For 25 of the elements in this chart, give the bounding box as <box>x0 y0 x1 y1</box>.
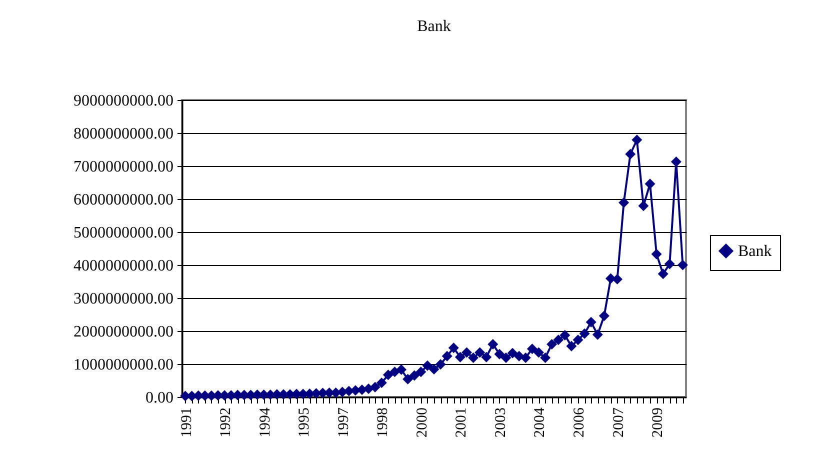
y-tick-label: 6000000000.00 <box>74 192 174 208</box>
legend-label: Bank <box>738 243 772 260</box>
y-tick-label: 0.00 <box>146 390 174 406</box>
x-tick-label: 1995 <box>296 408 313 438</box>
x-tick-label: 1997 <box>336 407 352 438</box>
x-tick-label: 2006 <box>572 407 588 438</box>
chart-title: Bank <box>417 18 451 35</box>
x-tick-label: 2003 <box>492 408 509 438</box>
x-tick-label: 2007 <box>610 407 627 438</box>
x-tick-label: 2009 <box>650 408 666 438</box>
x-tick-label: 2000 <box>414 408 430 438</box>
y-tick-label: 9000000000.00 <box>74 92 174 110</box>
x-tick-label: 1998 <box>375 408 392 438</box>
y-tick-label: 1000000000.00 <box>74 356 174 374</box>
x-tick-label: 1994 <box>257 407 274 438</box>
y-tick-label: 2000000000.00 <box>74 324 174 340</box>
x-tick-label: 1991 <box>178 408 195 438</box>
y-tick-label: 8000000000.00 <box>74 126 174 142</box>
y-tick-label: 3000000000.00 <box>74 290 174 308</box>
y-tick-label: 7000000000.00 <box>74 158 174 176</box>
y-tick-label: 4000000000.00 <box>74 258 174 274</box>
y-tick-label: 5000000000.00 <box>74 224 174 242</box>
x-tick-label: 2001 <box>454 408 470 438</box>
x-tick-label: 2004 <box>532 407 548 438</box>
x-tick-label: 1992 <box>218 408 234 438</box>
